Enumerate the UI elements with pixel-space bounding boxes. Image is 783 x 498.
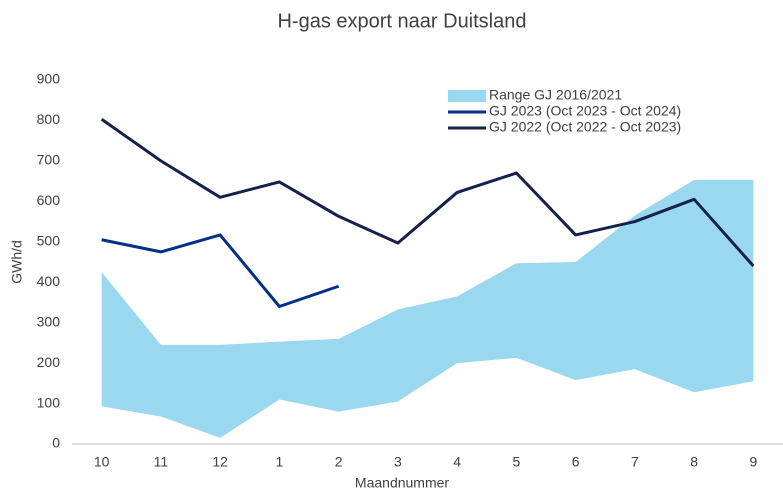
series-line [100,118,755,268]
legend-label: GJ 2023 (Oct 2023 - Oct 2024) [489,103,681,119]
x-tick-label: 1 [275,454,283,470]
x-tick-label: 4 [453,454,461,470]
legend-swatch [448,90,486,102]
x-tick-label: 12 [212,454,228,470]
y-tick-label: 600 [37,192,61,208]
y-tick-label: 200 [37,354,61,370]
x-tick-label: 8 [690,454,698,470]
y-tick-label: 800 [37,111,61,127]
x-tick-label: 6 [572,454,580,470]
legend-label: Range GJ 2016/2021 [489,87,622,103]
y-tick-label: 900 [37,71,61,87]
chart-title: H-gas export naar Duitsland [277,10,526,32]
x-tick-label: 11 [154,454,169,470]
x-tick-label: 10 [94,454,110,470]
x-tick-label: 9 [749,454,757,470]
x-axis-label: Maandnummer [355,475,449,491]
x-tick-label: 5 [512,454,520,470]
x-tick-label: 2 [335,454,343,470]
y-axis-label: GWh/d [9,240,25,284]
y-tick-label: 400 [37,273,61,289]
series-line [101,233,340,308]
y-tick-label: 0 [52,435,60,451]
y-tick-label: 700 [37,152,61,168]
y-tick-label: 300 [37,313,61,329]
y-tick-label: 100 [37,394,61,410]
y-tick-label: 500 [37,232,61,248]
legend-label: GJ 2022 (Oct 2022 - Oct 2023) [489,119,681,135]
x-tick-label: 3 [394,454,402,470]
x-tick-label: 7 [631,454,639,470]
range-area [101,179,754,438]
